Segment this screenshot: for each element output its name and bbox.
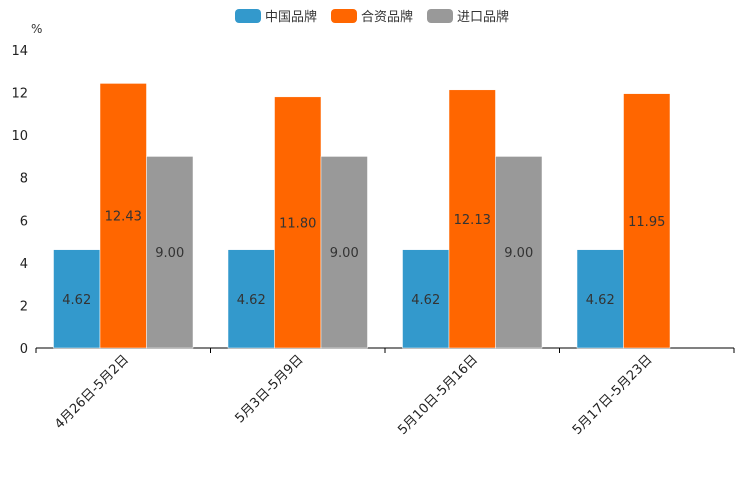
bar (576, 249, 624, 349)
bar (623, 93, 671, 349)
bar-value-label: 12.43 (105, 210, 142, 225)
bar-value-label: 11.95 (628, 215, 665, 230)
legend: 中国品牌 合资品牌 进口品牌 (0, 6, 744, 25)
legend-swatch-joint (330, 8, 357, 23)
y-tick-label: 12 (11, 87, 28, 102)
bar-value-label: 4.62 (62, 293, 91, 308)
legend-swatch-china (234, 8, 261, 23)
legend-label-china: 中国品牌 (264, 10, 317, 25)
legend-label-import: 进口品牌 (457, 10, 510, 25)
y-tick-label: 0 (20, 342, 28, 357)
bar-value-label: 4.62 (586, 293, 615, 308)
bar-value-label: 12.13 (454, 213, 491, 228)
bar-value-label: 9.00 (155, 246, 184, 261)
legend-item-china[interactable]: 中国品牌 (234, 6, 317, 25)
bar (320, 156, 368, 349)
bar-value-label: 11.80 (279, 216, 316, 231)
bar (402, 249, 450, 349)
x-tick-label: 5月10日-5月16日 (395, 352, 481, 438)
bar-value-label: 9.00 (330, 246, 359, 261)
bar (99, 83, 147, 349)
bar-value-label: 4.62 (411, 293, 440, 308)
y-tick-label: 10 (11, 129, 28, 144)
legend-item-joint[interactable]: 合资品牌 (330, 6, 413, 25)
bar (53, 249, 101, 349)
y-tick-label: 14 (11, 44, 28, 59)
y-tick-label: 4 (20, 257, 28, 272)
legend-item-import[interactable]: 进口品牌 (427, 6, 509, 25)
y-tick-label: 2 (20, 299, 28, 314)
x-tick-label: 5月17日-5月23日 (570, 352, 656, 438)
bar (146, 156, 194, 349)
bar (274, 96, 322, 349)
y-tick-label: 6 (20, 214, 28, 229)
bar (495, 156, 543, 349)
y-unit-label: % (31, 22, 42, 36)
x-tick-label: 4月26日-5月2日 (52, 352, 132, 432)
bar-value-label: 4.62 (237, 293, 266, 308)
x-tick-label: 5月3日-5月9日 (232, 352, 306, 426)
bar-value-label: 9.00 (504, 246, 533, 261)
bar (227, 249, 275, 349)
legend-label-joint: 合资品牌 (360, 10, 413, 25)
legend-swatch-import (427, 8, 453, 23)
y-tick-label: 8 (20, 172, 28, 187)
bar (448, 89, 496, 349)
